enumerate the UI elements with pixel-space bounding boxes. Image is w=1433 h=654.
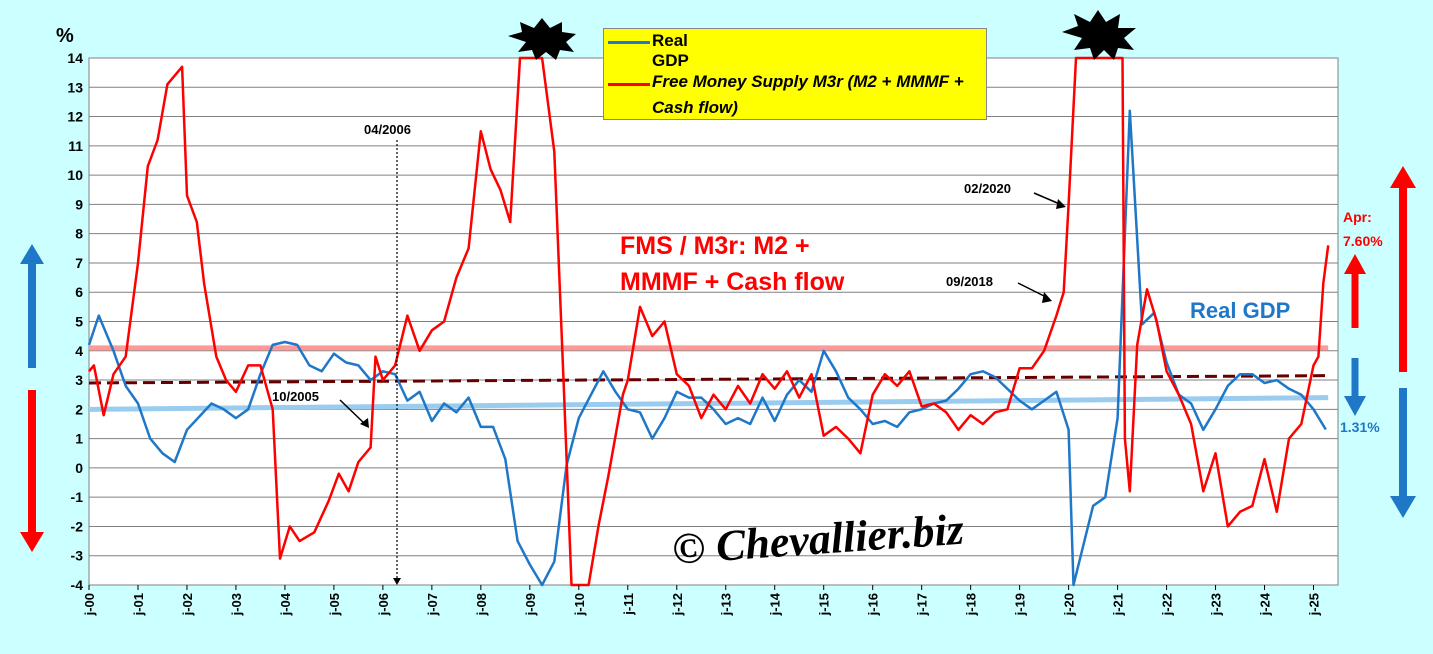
burst-icon-2009	[508, 18, 576, 60]
x-tick-label: j-20	[1062, 593, 1077, 616]
x-tick-label: j-07	[425, 593, 440, 616]
x-tick-label: j-09	[523, 593, 538, 616]
y-tick-label: 7	[75, 255, 83, 271]
arrowhead-04-2006	[393, 578, 401, 585]
real-gdp-label: Real GDP	[1190, 298, 1290, 323]
arrowhead-02-2020	[1056, 199, 1066, 209]
y-tick-label: 10	[67, 167, 83, 183]
arrow-10-2005	[339, 399, 366, 425]
legend: Real GDP Free Money Supply M3r (M2 + MMM…	[603, 28, 987, 120]
series-line-real-gdp	[87, 109, 1327, 587]
annotation-09-2018: 09/2018	[946, 274, 993, 289]
x-tick-label: j-18	[964, 593, 979, 616]
y-tick-label: -3	[71, 548, 84, 564]
gdp-value: 1.31%	[1340, 419, 1380, 435]
x-tick-label: j-02	[180, 593, 195, 616]
apr-label: Apr:	[1343, 209, 1372, 225]
x-tick-label: j-25	[1307, 593, 1322, 616]
x-tick-label: j-19	[1013, 593, 1028, 616]
x-tick-label: j-13	[719, 593, 734, 616]
x-tick-label: j-23	[1209, 593, 1224, 616]
x-tick-label: j-24	[1258, 592, 1273, 616]
apr-value: 7.60%	[1343, 233, 1383, 249]
right-small-red-up-arrow-icon	[1344, 254, 1366, 274]
x-tick-label: j-04	[278, 592, 293, 616]
x-tick-label: j-15	[817, 593, 832, 616]
y-tick-label: 8	[75, 226, 83, 242]
x-tick-label: j-12	[670, 593, 685, 616]
right-blue-down-arrow-icon	[1390, 496, 1416, 518]
x-tick-label: j-14	[768, 592, 783, 616]
fms-label-line2: MMMF + Cash flow	[620, 268, 845, 296]
x-tick-label: j-00	[82, 593, 97, 616]
y-tick-label: 13	[67, 79, 83, 95]
y-tick-label: 3	[75, 372, 83, 388]
y-tick-label: 1	[75, 431, 83, 447]
x-tick-label: j-22	[1160, 593, 1175, 616]
y-tick-label: -4	[71, 577, 84, 593]
x-tick-label: j-21	[1111, 593, 1126, 616]
gridlines	[89, 57, 1338, 586]
arrowhead-10-2005	[360, 418, 369, 428]
y-axis-unit-label: %	[56, 25, 74, 47]
arrowhead-09-2018	[1042, 292, 1052, 303]
reference-line-2	[88, 374, 1329, 385]
series-line-m3r	[88, 56, 1330, 587]
y-tick-label: 14	[67, 50, 83, 66]
annotation-10-2005: 10/2005	[272, 389, 319, 404]
legend-swatch-real-gdp	[608, 41, 650, 44]
annotation-04-2006: 04/2006	[364, 122, 411, 137]
left-down-arrow-icon	[20, 532, 44, 552]
legend-label-real-gdp: Real GDP	[652, 31, 689, 70]
burst-icon-2020	[1062, 10, 1136, 60]
y-tick-label: 11	[68, 138, 83, 154]
x-tick-label: j-11	[621, 593, 636, 616]
right-red-up-arrow-icon	[1390, 166, 1416, 188]
y-tick-label: -2	[71, 518, 84, 534]
series-layer	[87, 56, 1330, 587]
right-small-blue-down-arrow-icon	[1344, 396, 1366, 416]
y-tick-label: 6	[75, 284, 83, 300]
legend-label-m3r: Free Money Supply M3r (M2 + MMMF + Cash …	[652, 72, 964, 117]
annotation-02-2020: 02/2020	[964, 181, 1011, 196]
x-tick-label: j-17	[915, 593, 930, 616]
x-axis-ticks: j-00 j-01 j-02 j-03 j-04 j-05 j-06 j-07 j-08 j-09…	[82, 585, 1322, 616]
x-tick-label: j-10	[572, 593, 587, 616]
y-tick-label: -1	[71, 489, 84, 505]
y-tick-label: 0	[75, 460, 83, 476]
x-tick-label: j-05	[327, 593, 342, 616]
y-tick-label: 9	[75, 196, 83, 212]
x-tick-label: j-08	[474, 593, 489, 616]
y-tick-label: 12	[67, 109, 83, 125]
y-tick-label: 5	[75, 314, 83, 330]
left-up-arrow-icon	[20, 244, 44, 264]
legend-swatch-m3r	[608, 83, 650, 86]
arrow-09-2018	[1017, 282, 1049, 299]
y-tick-label: 2	[75, 401, 83, 417]
x-tick-label: j-16	[866, 593, 881, 616]
y-tick-label: 4	[75, 343, 83, 359]
x-tick-label: j-06	[376, 593, 391, 616]
x-tick-label: j-01	[131, 593, 146, 616]
fms-label-line1: FMS / M3r: M2 +	[620, 232, 810, 260]
x-tick-label: j-03	[229, 593, 244, 616]
